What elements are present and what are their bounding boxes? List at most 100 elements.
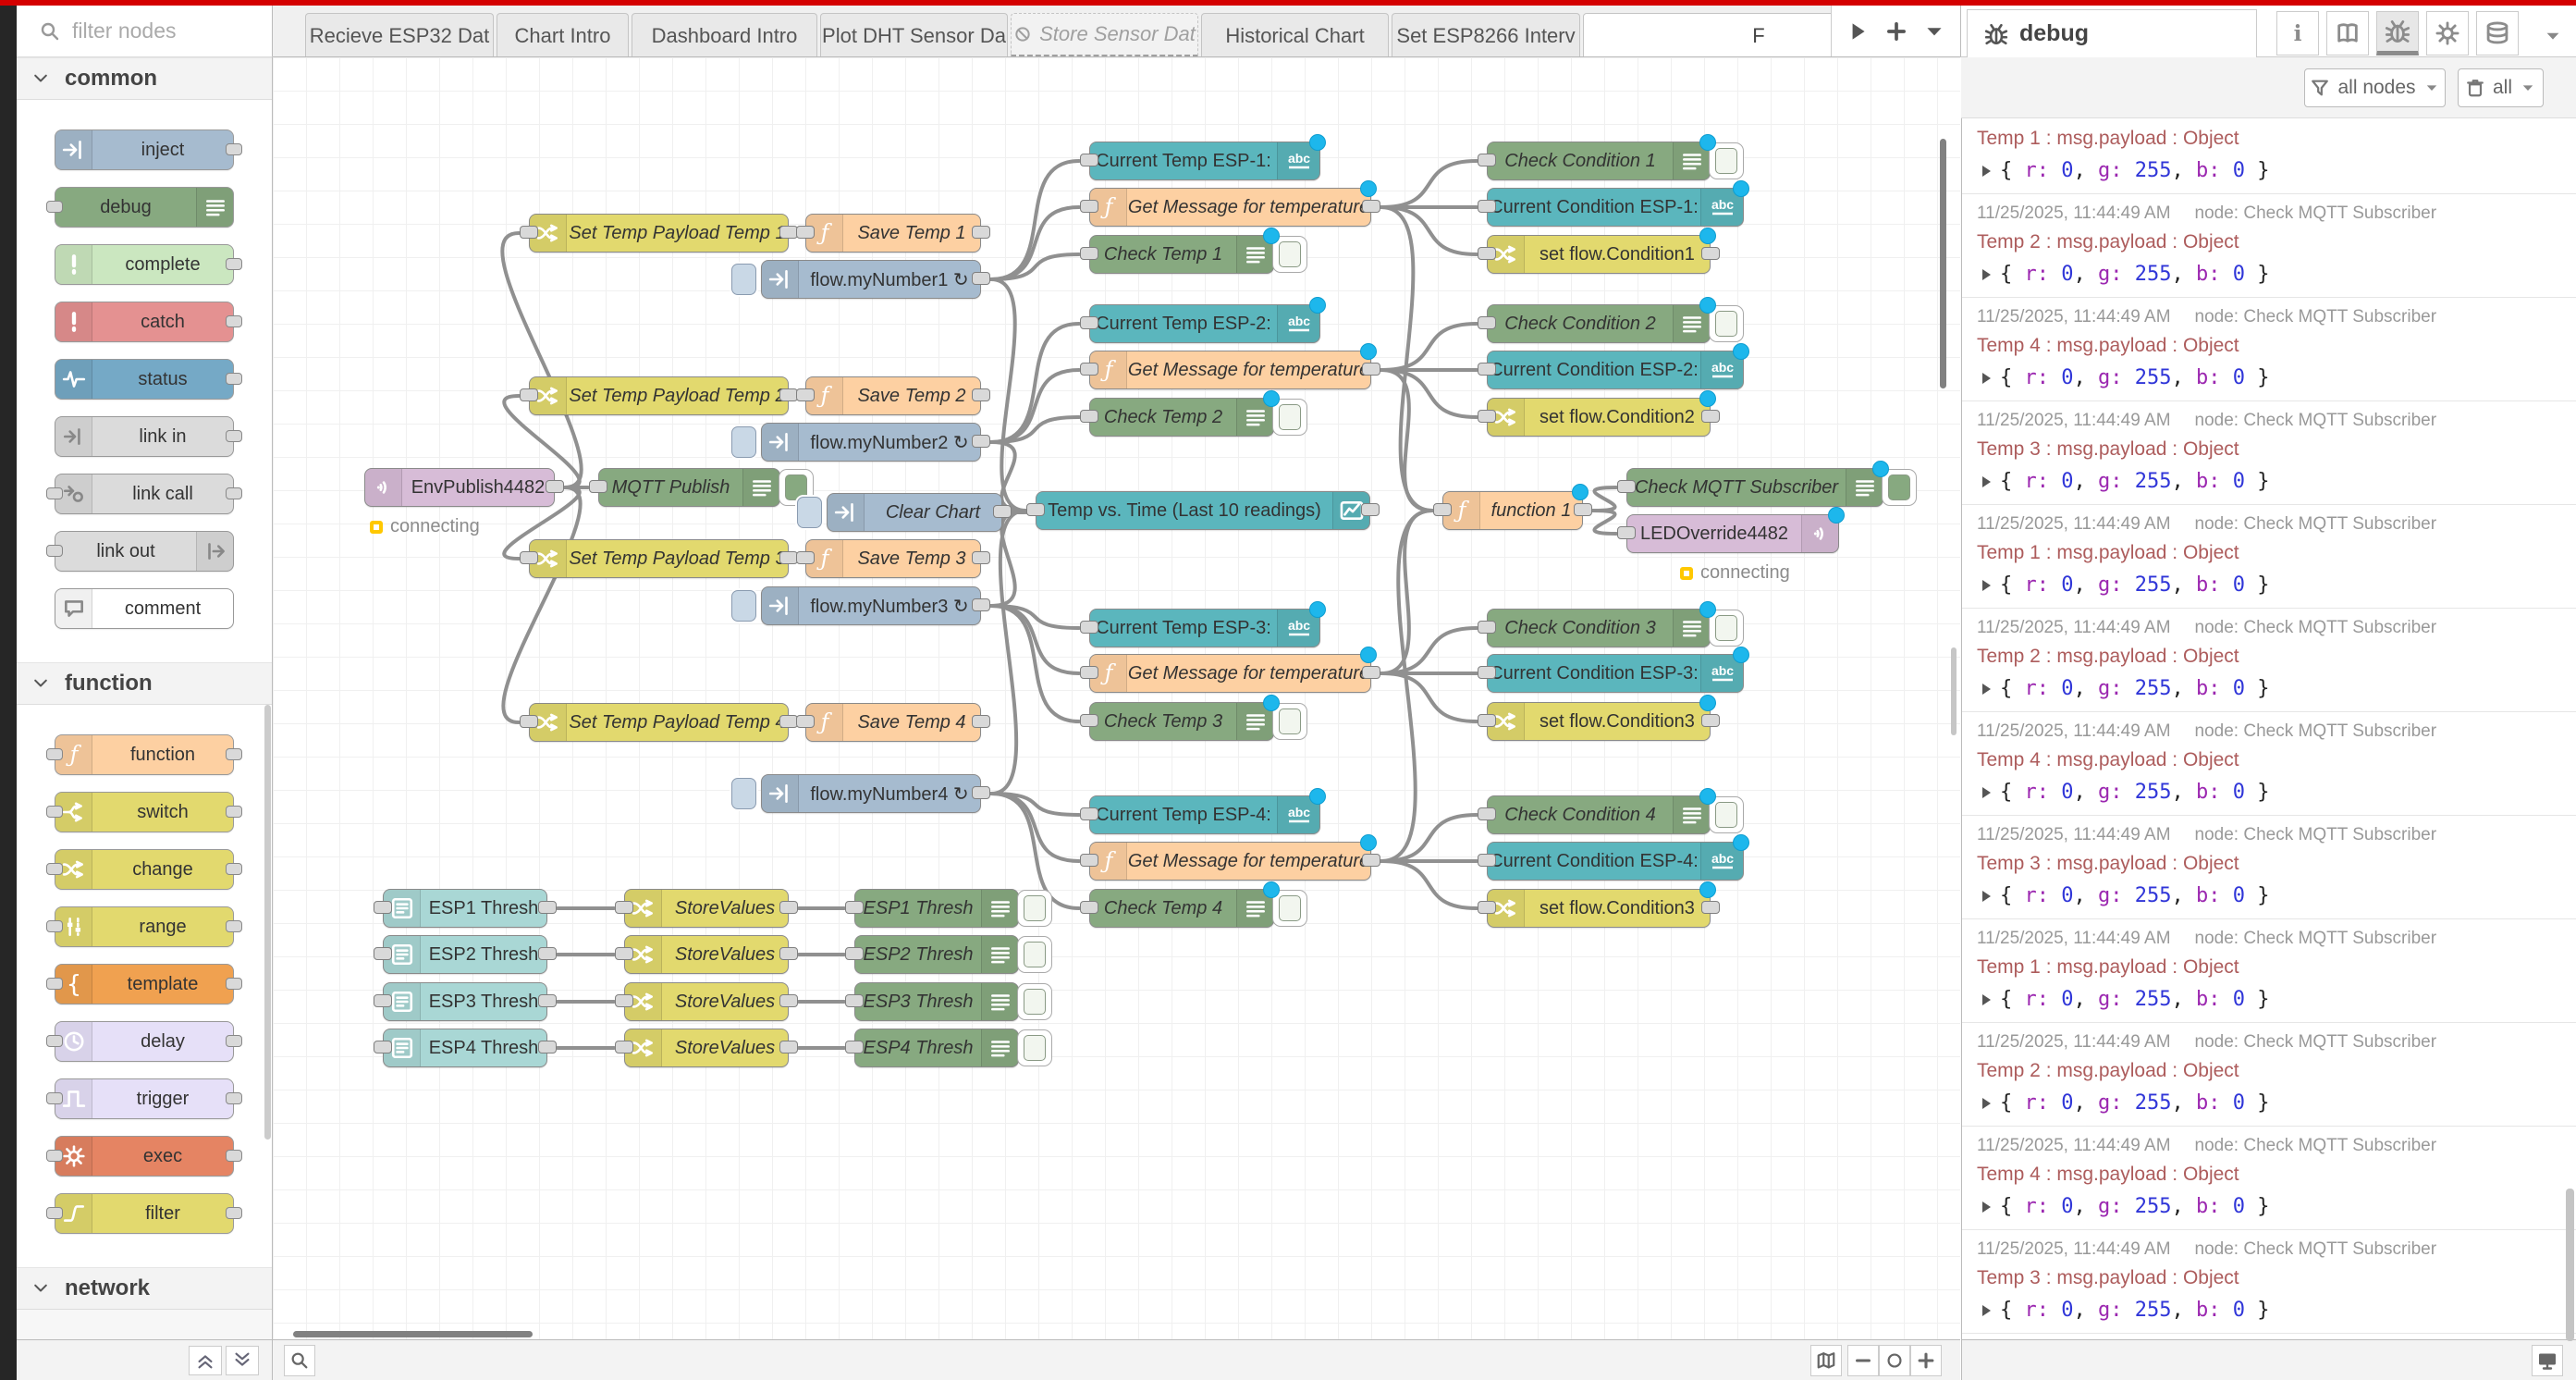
wire-inj1-to-chk1[interactable] xyxy=(989,253,1081,281)
node-output-port[interactable] xyxy=(972,435,990,448)
flow-list-button[interactable] xyxy=(1922,19,1946,43)
node-input-port[interactable] xyxy=(1478,714,1496,727)
flow-node-chart[interactable]: Temp vs. Time (Last 10 readings) xyxy=(1026,491,1380,530)
node-input-port[interactable] xyxy=(796,388,815,401)
flow-tab-0[interactable]: Recieve ESP32 Dat xyxy=(305,13,494,56)
node-input-port[interactable] xyxy=(46,863,63,875)
node-output-port[interactable] xyxy=(1574,503,1592,516)
add-flow-button[interactable] xyxy=(1884,19,1908,43)
expand-all-button[interactable] xyxy=(226,1346,259,1375)
inject-button[interactable] xyxy=(797,497,822,528)
flow-node-save1[interactable]: ƒ Save Temp 1 xyxy=(796,214,990,253)
debug-toggle-button[interactable] xyxy=(1709,305,1744,342)
node-input-port[interactable] xyxy=(46,545,63,557)
palette-node-comment[interactable]: comment xyxy=(55,588,234,629)
flow-node-dbg1[interactable]: ESP1 Thresh xyxy=(845,889,1052,928)
flow-node-store4[interactable]: StoreValues xyxy=(615,1029,798,1067)
node-output-port[interactable] xyxy=(972,598,990,611)
node-output-port[interactable] xyxy=(226,315,242,327)
inject-button[interactable] xyxy=(731,590,756,622)
debug-toggle-button[interactable] xyxy=(1017,983,1052,1020)
flow-canvas[interactable]: Set Temp Payload Temp 1 ƒ Save Temp 1 flow.… xyxy=(273,57,1960,1339)
node-input-port[interactable] xyxy=(1080,316,1098,329)
node-output-port[interactable] xyxy=(972,786,990,799)
node-input-port[interactable] xyxy=(615,1041,633,1053)
wire-inj4-to-chk4[interactable] xyxy=(989,792,1081,910)
palette-node-filter[interactable]: filter xyxy=(46,1193,242,1234)
flow-node-inj3[interactable]: flow.myNumber3 ↻ xyxy=(731,586,990,625)
node-input-port[interactable] xyxy=(1478,363,1496,376)
wire-gm1-to-func1[interactable] xyxy=(1380,205,1434,512)
node-output-port[interactable] xyxy=(1361,503,1380,516)
sidebar-menu-caret[interactable] xyxy=(2543,26,2563,46)
palette-node-function[interactable]: ƒ function xyxy=(46,734,242,775)
debug-toggle-button[interactable] xyxy=(1017,1029,1052,1066)
node-output-port[interactable] xyxy=(226,863,242,875)
node-input-port[interactable] xyxy=(589,480,607,493)
wire-gm3-to-func1[interactable] xyxy=(1380,509,1434,675)
node-output-port[interactable] xyxy=(226,258,242,270)
node-input-port[interactable] xyxy=(845,994,864,1007)
palette-section-common[interactable]: common xyxy=(17,57,272,100)
debug-clear-button[interactable]: all xyxy=(2458,68,2544,107)
flow-node-sfc1[interactable]: set flow.Condition1 xyxy=(1478,228,1720,274)
flow-node-store3[interactable]: StoreValues xyxy=(615,982,798,1021)
node-input-port[interactable] xyxy=(845,1041,864,1053)
node-output-port[interactable] xyxy=(972,388,990,401)
debug-tab-button[interactable] xyxy=(2376,11,2419,55)
node-input-port[interactable] xyxy=(374,901,392,914)
node-output-port[interactable] xyxy=(538,947,557,960)
config-tab-button[interactable] xyxy=(2426,11,2469,55)
flow-node-save4[interactable]: ƒ Save Temp 4 xyxy=(796,703,990,742)
wire-gm3-to-cc3[interactable] xyxy=(1380,626,1478,675)
palette-node-template[interactable]: {template xyxy=(46,964,242,1004)
flow-node-clear[interactable]: Clear Chart xyxy=(797,493,1012,532)
flow-node-ct4[interactable]: Current Temp ESP-4: abc xyxy=(1080,788,1326,834)
expand-payload-arrow[interactable] xyxy=(1982,1097,1991,1109)
node-output-port[interactable] xyxy=(779,947,798,960)
zoom-out-button[interactable] xyxy=(1847,1345,1879,1376)
node-input-port[interactable] xyxy=(520,388,538,401)
palette-node-change[interactable]: change xyxy=(46,849,242,890)
palette-node-link-in[interactable]: link in xyxy=(55,416,242,457)
node-output-port[interactable] xyxy=(779,388,798,401)
debug-toggle-button[interactable] xyxy=(1709,796,1744,833)
flow-node-ledover[interactable]: LEDOverride4482 xyxy=(1617,507,1845,553)
flow-node-ccond3[interactable]: Current Condition ESP-3: abc xyxy=(1478,647,1749,693)
palette-node-range[interactable]: range xyxy=(46,906,242,947)
flow-node-cc1[interactable]: Check Condition 1 xyxy=(1478,134,1744,180)
node-output-port[interactable] xyxy=(226,748,242,760)
flow-node-store2[interactable]: StoreValues xyxy=(615,935,798,974)
flow-node-cc4[interactable]: Check Condition 4 xyxy=(1478,788,1744,834)
palette-node-complete[interactable]: complete xyxy=(55,244,242,285)
node-input-port[interactable] xyxy=(615,947,633,960)
flow-node-form4[interactable]: ESP4 Thresh xyxy=(374,1029,557,1067)
wire-inj3-to-chk3[interactable] xyxy=(989,604,1081,723)
node-input-port[interactable] xyxy=(615,901,633,914)
node-output-port[interactable] xyxy=(1701,247,1720,260)
node-input-port[interactable] xyxy=(1478,200,1496,213)
flow-node-gm4[interactable]: ƒ Get Message for temperature xyxy=(1080,834,1380,881)
wire-inj2-to-chk2[interactable] xyxy=(989,415,1081,444)
debug-scrollbar[interactable] xyxy=(2566,1189,2574,1341)
node-input-port[interactable] xyxy=(46,1092,63,1104)
node-input-port[interactable] xyxy=(1617,526,1636,539)
node-input-port[interactable] xyxy=(374,994,392,1007)
flow-node-stp2[interactable]: Set Temp Payload Temp 2 xyxy=(520,376,798,415)
flow-node-save3[interactable]: ƒ Save Temp 3 xyxy=(796,539,990,578)
debug-toggle-button[interactable] xyxy=(1882,469,1917,506)
flow-node-sfc3[interactable]: set flow.Condition3 xyxy=(1478,695,1720,741)
node-output-port[interactable] xyxy=(226,1092,242,1104)
debug-toggle-button[interactable] xyxy=(1017,936,1052,973)
flow-node-dbg4[interactable]: ESP4 Thresh xyxy=(845,1029,1052,1067)
flow-node-func1[interactable]: ƒ function 1 xyxy=(1433,484,1592,530)
debug-toggle-button[interactable] xyxy=(1272,890,1307,927)
node-output-port[interactable] xyxy=(226,1150,242,1162)
wire-gm2-to-cc2[interactable] xyxy=(1380,322,1478,372)
expand-payload-arrow[interactable] xyxy=(1982,1304,1991,1316)
node-output-port[interactable] xyxy=(779,1041,798,1053)
node-input-port[interactable] xyxy=(520,715,538,728)
node-output-port[interactable] xyxy=(779,226,798,239)
debug-toggle-button[interactable] xyxy=(1709,142,1744,179)
palette-node-link-call[interactable]: link call xyxy=(46,474,242,514)
